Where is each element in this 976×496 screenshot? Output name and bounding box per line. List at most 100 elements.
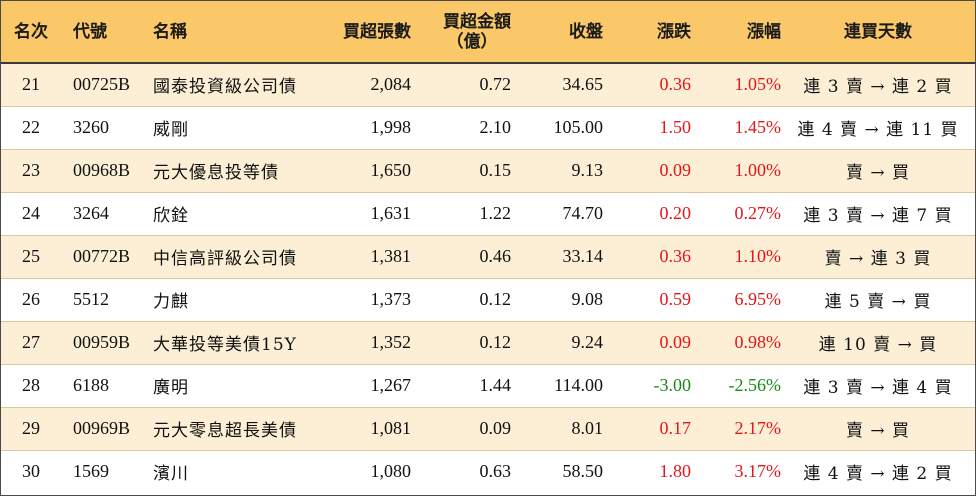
cell-change-pct: 2.17%	[691, 407, 781, 451]
header-change-pct: 漲幅	[691, 1, 781, 64]
table-row: 21 00725B 國泰投資級公司債 2,084 0.72 34.65 0.36 1.05% 連…	[1, 63, 975, 107]
cell-net-buy-lots: 1,381	[316, 235, 411, 279]
cell-streak: 連 10 賣 → 買	[781, 321, 975, 365]
cell-net-buy-lots: 1,373	[316, 278, 411, 322]
cell-change: 0.36	[603, 63, 691, 107]
table-row: 24 3264 欣銓 1,631 1.22 74.70 0.20 0.27% 連 3 賣 → 連…	[1, 192, 975, 236]
header-net-buy-amount-line2: （億）	[446, 31, 498, 52]
cell-net-buy-lots: 1,352	[316, 321, 411, 365]
cell-name: 國泰投資級公司債	[141, 63, 316, 107]
cell-streak: 連 4 賣 → 連 11 買	[781, 106, 975, 150]
cell-rank: 25	[1, 235, 61, 279]
table-row: 29 00969B 元大零息超長美債 1,081 0.09 8.01 0.17 2.17% 賣 …	[1, 407, 975, 451]
cell-change-pct: 3.17%	[734, 461, 782, 482]
cell-rank: 27	[1, 321, 61, 365]
cell-net-buy-amount: 0.12	[411, 321, 511, 365]
cell-net-buy-amount: 2.10	[411, 106, 511, 150]
cell-change: -3.00	[603, 364, 691, 408]
cell-close: 34.65	[511, 63, 603, 107]
header-close: 收盤	[511, 1, 603, 64]
cell-name: 力麒	[141, 278, 316, 322]
table-row: 27 00959B 大華投等美債15Y 1,352 0.12 9.24 0.09 0.98% 連…	[1, 321, 975, 365]
table-row: 28 6188 廣明 1,267 1.44 114.00 -3.00 -2.56% 連 3 賣 …	[1, 364, 975, 408]
header-net-buy-amount-line1: 買超金額	[443, 11, 511, 32]
header-net-buy-amount: 買超金額 （億）	[411, 1, 511, 64]
cell-streak: 連 5 賣 → 買	[781, 278, 975, 322]
cell-code: 00772B	[61, 235, 141, 279]
header-streak: 連買天數	[781, 1, 975, 64]
cell-change-pct: -2.56%	[691, 364, 781, 408]
cell-change-pct: 1.10%	[691, 235, 781, 279]
cell-code: 00968B	[61, 149, 141, 193]
cell-net-buy-lots: 1,080	[370, 461, 412, 482]
header-name: 名稱	[141, 1, 316, 64]
cell-change: 0.36	[603, 235, 691, 279]
cell-rank: 29	[1, 407, 61, 451]
table-header: 名次 代號 名稱 買超張數 買超金額 （億） 收盤 漲跌 漲幅 連買天數	[1, 1, 975, 64]
table-row: 26 5512 力麒 1,373 0.12 9.08 0.59 6.95% 連 5 賣 → 買	[1, 278, 975, 322]
cell-net-buy-lots: 1,631	[316, 192, 411, 236]
header-row: 名次 代號 名稱 買超張數 買超金額 （億） 收盤 漲跌 漲幅 連買天數	[1, 1, 975, 64]
cell-rank: 26	[1, 278, 61, 322]
cell-code: 6188	[61, 364, 141, 408]
cell-name: 濱川	[153, 464, 189, 485]
cell-name: 大華投等美債15Y	[141, 321, 316, 365]
table-body: 21 00725B 國泰投資級公司債 2,084 0.72 34.65 0.36 1.05% 連…	[1, 63, 975, 493]
cell-net-buy-amount: 1.22	[411, 192, 511, 236]
cell-change: 0.09	[603, 321, 691, 365]
cell-name: 威剛	[141, 106, 316, 150]
cell-change: 0.17	[603, 407, 691, 451]
table-row: 23 00968B 元大優息投等債 1,650 0.15 9.13 0.09 1.00% 賣 →…	[1, 149, 975, 193]
cell-change: 0.20	[603, 192, 691, 236]
cell-code: 1569	[73, 461, 109, 482]
cell-net-buy-amount: 0.46	[411, 235, 511, 279]
cell-code: 00969B	[61, 407, 141, 451]
cell-close: 8.01	[511, 407, 603, 451]
cell-net-buy-amount: 0.63	[479, 461, 512, 482]
cell-change-pct: 1.45%	[691, 106, 781, 150]
header-rank: 名次	[1, 1, 61, 64]
cell-net-buy-lots: 1,650	[316, 149, 411, 193]
cell-net-buy-amount: 0.72	[411, 63, 511, 107]
cell-change: 0.09	[603, 149, 691, 193]
cell-close: 114.00	[511, 364, 603, 408]
cell-net-buy-amount: 0.15	[411, 149, 511, 193]
cell-name: 中信高評級公司債	[141, 235, 316, 279]
cell-close: 105.00	[511, 106, 603, 150]
cell-close: 58.50	[562, 461, 604, 482]
header-change: 漲跌	[603, 1, 691, 64]
cell-change: 1.50	[603, 106, 691, 150]
cell-name: 欣銓	[141, 192, 316, 236]
cell-code: 5512	[61, 278, 141, 322]
cell-rank: 21	[1, 63, 61, 107]
cell-code: 3264	[61, 192, 141, 236]
cell-close: 33.14	[511, 235, 603, 279]
header-net-buy-lots: 買超張數	[316, 1, 411, 64]
cell-close: 9.24	[511, 321, 603, 365]
cell-net-buy-lots: 1,081	[316, 407, 411, 451]
cell-close: 9.08	[511, 278, 603, 322]
cell-streak: 賣 → 買	[781, 407, 975, 451]
cell-net-buy-lots: 1,267	[316, 364, 411, 408]
cell-change-pct: 1.00%	[691, 149, 781, 193]
table-row: 30 1569 濱川 1,080 0.63 58.50 1.80 3.17% 連 4 賣 → 連…	[1, 450, 975, 493]
cell-streak: 連 3 賣 → 連 7 買	[781, 192, 975, 236]
cell-net-buy-lots: 1,998	[316, 106, 411, 150]
cell-name: 元大優息投等債	[141, 149, 316, 193]
cell-rank: 24	[1, 192, 61, 236]
cell-code: 3260	[61, 106, 141, 150]
cell-streak: 連 4 賣 → 連 2 買	[803, 464, 953, 485]
cell-rank: 30	[22, 461, 40, 482]
cell-close: 9.13	[511, 149, 603, 193]
cell-change-pct: 6.95%	[691, 278, 781, 322]
cell-change: 1.80	[659, 461, 692, 482]
table-row: 25 00772B 中信高評級公司債 1,381 0.46 33.14 0.36 1.10% 賣…	[1, 235, 975, 279]
cell-streak: 連 3 賣 → 連 4 買	[781, 364, 975, 408]
cell-net-buy-lots: 2,084	[316, 63, 411, 107]
cell-change: 0.59	[603, 278, 691, 322]
cell-change-pct: 1.05%	[691, 63, 781, 107]
header-code: 代號	[61, 1, 141, 64]
cell-change-pct: 0.27%	[691, 192, 781, 236]
